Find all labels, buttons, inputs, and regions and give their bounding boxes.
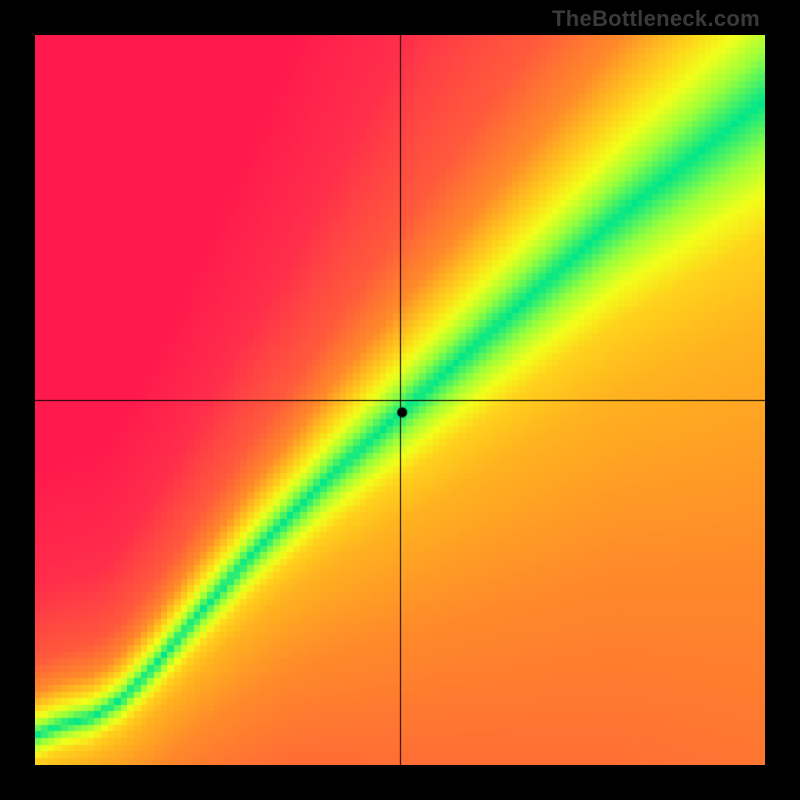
chart-container: TheBottleneck.com (0, 0, 800, 800)
heatmap-canvas (35, 35, 765, 765)
plot-area (35, 35, 765, 765)
watermark-text: TheBottleneck.com (552, 6, 760, 32)
